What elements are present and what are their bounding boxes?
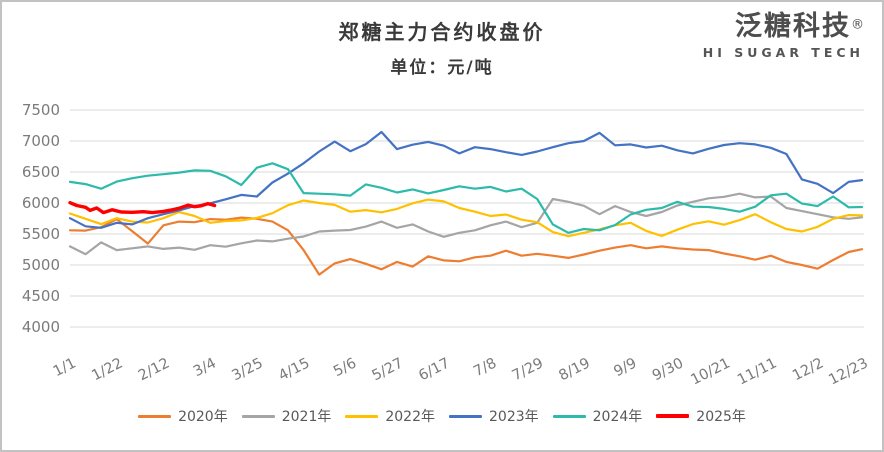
legend-item-2025: 2025年	[656, 406, 746, 426]
x-axis-tick-label: 5/27	[370, 355, 406, 384]
legend-item-2021: 2021年	[241, 406, 332, 426]
legend-label-2022: 2022年	[385, 409, 435, 425]
y-axis-tick-label: 6500	[22, 163, 60, 181]
legend-swatch-2022	[345, 414, 379, 418]
series-line-2024	[68, 162, 864, 234]
y-axis-tick-label: 5500	[22, 225, 60, 243]
x-axis-tick-label: 8/19	[556, 355, 592, 384]
y-axis-tick-label: 5000	[22, 256, 60, 274]
brand-logo: 泛糖科技® HI SUGAR TECH	[702, 11, 864, 61]
x-axis-tick-label: 4/15	[276, 355, 312, 384]
legend-swatch-2025	[656, 414, 690, 418]
x-axis-tick-label: 6/17	[416, 355, 452, 384]
x-axis-tick-label: 3/25	[229, 355, 265, 384]
chart-header: 郑糖主力合约收盘价 单位：元/吨	[2, 16, 882, 78]
chart-legend: 2020年 2021年 2022年 2023年 2024年 2025年	[2, 406, 882, 426]
legend-swatch-2023	[449, 414, 482, 418]
x-axis-tick-label: 5/6	[331, 355, 359, 380]
legend-label-2021: 2021年	[281, 409, 332, 425]
legend-label-2025: 2025年	[696, 409, 746, 425]
legend-swatch-2021	[241, 414, 275, 418]
legend-item-2023: 2023年	[449, 406, 539, 426]
x-axis-tick-label: 9/30	[650, 355, 686, 384]
y-axis-tick-label: 7000	[22, 132, 60, 150]
legend-item-2022: 2022年	[345, 406, 435, 426]
series-line-2020	[68, 216, 864, 276]
series-line-2025	[68, 200, 217, 215]
y-axis-tick-label: 4000	[22, 318, 60, 336]
x-axis-tick-label: 7/8	[471, 355, 499, 380]
x-axis-tick-label: 7/29	[510, 355, 546, 384]
x-axis-tick-label: 10/21	[688, 355, 733, 388]
x-axis-tick-label: 2/12	[136, 355, 172, 384]
legend-item-2024: 2024年	[552, 406, 643, 426]
series-line-2022	[68, 198, 864, 238]
legend-swatch-2024	[552, 414, 586, 418]
brand-logo-tagline: HI SUGAR TECH	[702, 45, 864, 60]
y-axis-tick-label: 7500	[22, 101, 60, 119]
x-axis-tick-label: 12/2	[790, 355, 826, 384]
legend-swatch-2020	[138, 414, 172, 418]
chart-unit-label: 单位：元/吨	[390, 58, 494, 78]
x-axis-tick-label: 3/4	[191, 355, 219, 380]
chart-title: 郑糖主力合约收盘价	[338, 20, 546, 44]
legend-label-2020: 2020年	[178, 409, 228, 425]
y-axis-tick-label: 4500	[22, 287, 60, 305]
brand-logo-text: 泛糖科技	[735, 11, 851, 42]
x-axis-tick-label: 1/22	[89, 355, 125, 384]
x-axis-tick-label: 1/1	[51, 355, 79, 380]
series-line-2021	[68, 192, 864, 256]
registered-trademark-icon: ®	[851, 17, 864, 33]
x-axis-tick-label: 11/11	[735, 355, 780, 388]
legend-item-2020: 2020年	[138, 406, 228, 426]
x-axis-tick-label: 12/23	[826, 355, 871, 388]
legend-label-2023: 2023年	[489, 409, 539, 425]
y-axis-tick-label: 6000	[22, 194, 60, 212]
x-axis-tick-label: 9/9	[611, 355, 639, 380]
legend-label-2024: 2024年	[592, 409, 643, 425]
